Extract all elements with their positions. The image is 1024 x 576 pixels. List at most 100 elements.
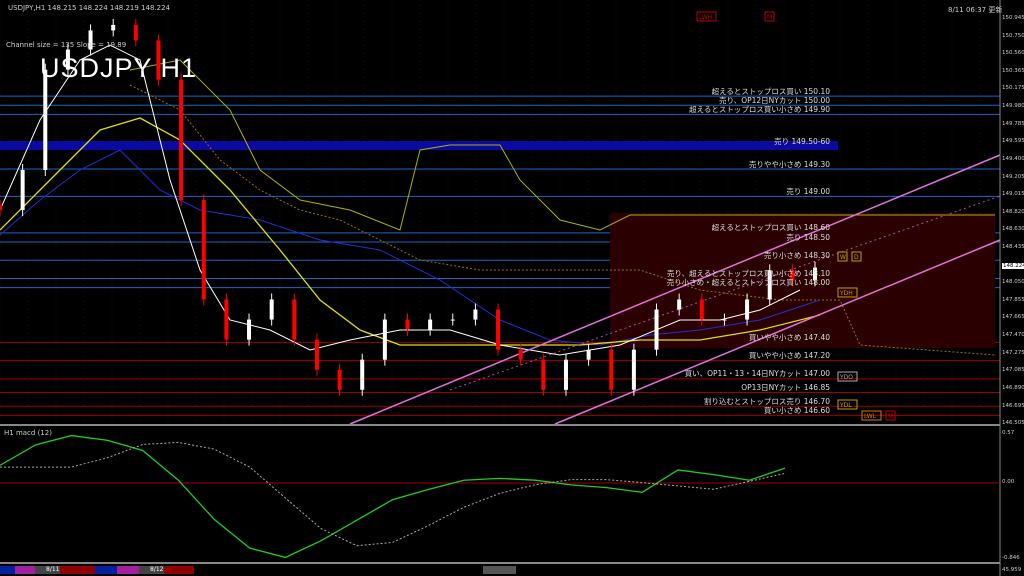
candle	[224, 299, 229, 340]
level-label: 売り小さめ・超えるとストップロス買い 148.00	[666, 278, 830, 288]
candle	[631, 349, 636, 390]
candle	[179, 79, 184, 201]
candle	[813, 267, 817, 281]
candle	[314, 339, 319, 370]
level-label: 売りやや小さめ 149.30	[748, 159, 830, 169]
marker-label: YDH	[839, 290, 853, 297]
marker-label: LWL	[864, 413, 877, 420]
x-tick-0: 8/11	[46, 566, 60, 573]
candle	[360, 359, 365, 390]
y-tick: 149.980	[1002, 103, 1024, 110]
y-tick: 148.224	[1002, 263, 1024, 270]
ma-mid	[0, 117, 821, 346]
candle	[43, 69, 48, 170]
y-tick: 150.750	[1002, 32, 1024, 39]
level-label: 買いやや小さめ 147.20	[748, 351, 830, 361]
y-tick: 149.400	[1002, 155, 1024, 162]
marker-box	[837, 371, 858, 382]
candle	[337, 369, 342, 390]
candle	[269, 299, 274, 320]
candle	[586, 349, 591, 360]
y-tick: 149.785	[1002, 120, 1024, 127]
y-tick: 148.435	[1002, 243, 1024, 250]
candle	[382, 319, 387, 360]
level-label: 超えるとストップロス買い小さめ 149.90	[689, 104, 830, 114]
marker-box	[885, 410, 896, 421]
macd-label: H1 macd (12)	[4, 429, 52, 437]
ichimoku-cloud	[610, 213, 995, 348]
candle	[111, 24, 116, 31]
macd-signal-line	[0, 441, 786, 547]
channel-info: Channel size = 135 Slope = 19.89	[6, 41, 127, 49]
marker-box	[696, 11, 717, 22]
candle	[699, 299, 704, 320]
marker-label: D	[854, 254, 859, 261]
senkou-span-b	[129, 84, 996, 356]
level-label: 買いやや小さめ 147.40	[748, 332, 830, 342]
channel-mid	[449, 195, 1001, 391]
candle	[201, 200, 206, 300]
candle	[722, 319, 727, 321]
y-tick: 146.695	[1002, 402, 1024, 409]
level-label: 超えるとストップロス買い 148.60	[711, 223, 830, 233]
candle	[541, 359, 546, 390]
y-tick: 147.085	[1002, 367, 1024, 374]
candle	[473, 309, 478, 320]
candle	[563, 359, 568, 390]
y-tick: 147.275	[1002, 349, 1024, 356]
chart-title: USDJPY H1	[40, 53, 198, 83]
sell-zone-band	[0, 141, 838, 150]
level-label: 割り込むとストップロス売り 146.70	[703, 396, 830, 406]
macd-y-tick: 0.00	[1002, 479, 1015, 485]
level-label: 売り、超えるとストップロス買い小さめ 148.10	[666, 269, 830, 278]
level-label: 売り 149.00	[786, 186, 830, 196]
senkou-span-a	[129, 59, 995, 231]
macd-line	[0, 434, 786, 559]
candle	[428, 319, 433, 330]
y-tick: 147.855	[1002, 296, 1024, 303]
candle	[0, 205, 2, 211]
y-tick: 147.665	[1002, 314, 1024, 321]
y-tick: 149.015	[1002, 191, 1024, 198]
candle	[405, 319, 410, 330]
level-label: 買い小さめ 146.60	[763, 405, 830, 415]
candle	[767, 270, 772, 300]
update-timestamp: 8/11 06:37 更新	[948, 6, 1003, 14]
scrollbar[interactable]	[483, 566, 516, 574]
marker-box	[837, 251, 848, 262]
marker-label: YDO	[839, 374, 853, 381]
marker-label: M	[888, 413, 893, 420]
candle	[88, 30, 93, 50]
channel-lower	[554, 239, 1001, 425]
candle	[677, 299, 682, 310]
level-label: 超えるとストップロス買い 150.10	[711, 86, 830, 96]
y-tick: 149.595	[1002, 138, 1024, 145]
y-tick: 150.175	[1002, 85, 1024, 92]
level-label: 売り 149.50-60	[774, 136, 830, 146]
marker-box	[837, 399, 858, 410]
y-tick: 148.630	[1002, 226, 1024, 233]
y-tick: 146.890	[1002, 384, 1024, 391]
marker-label: M	[767, 14, 772, 21]
y-tick: 150.945	[1002, 15, 1024, 21]
level-label: OP13日NYカット 146.85	[741, 383, 830, 393]
candle	[450, 319, 455, 321]
x-tick-1: 8/12	[150, 566, 164, 573]
ma-short	[0, 44, 801, 356]
y-tick: 147.470	[1002, 331, 1024, 338]
candle	[156, 40, 161, 80]
level-label: 売り小さめ 148.30	[763, 250, 830, 260]
candle	[292, 299, 297, 340]
marker-box	[851, 251, 862, 262]
level-label: 買い、OP11・13・14日NYカット 147.00	[684, 369, 830, 379]
candle	[20, 169, 25, 211]
macd-y-tick: 0.57	[1002, 430, 1015, 436]
y-tick: 150.560	[1002, 50, 1024, 57]
level-label: 売り 148.50	[786, 232, 830, 242]
marker-box	[764, 11, 775, 22]
candle	[790, 270, 795, 281]
candle	[65, 49, 70, 70]
indicator-extra-tick: 45.959	[1002, 567, 1022, 573]
ma-long	[0, 149, 821, 346]
